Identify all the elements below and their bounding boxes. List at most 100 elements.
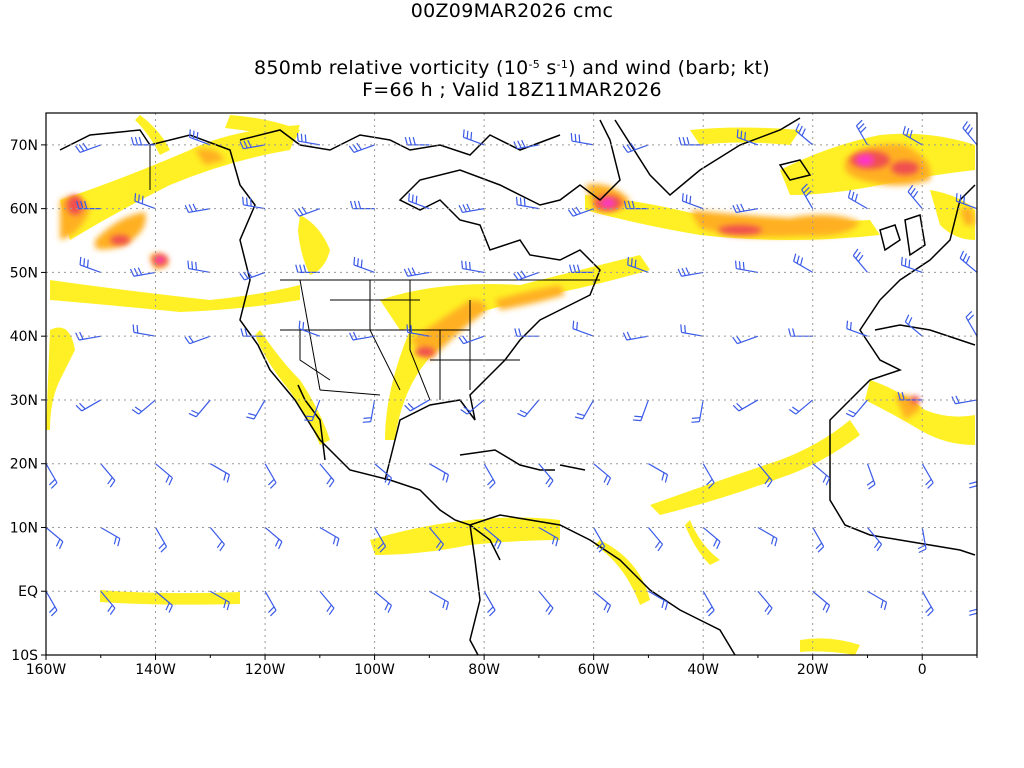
wind-barb [962, 121, 977, 146]
wind-barb [955, 193, 977, 210]
wind-barb [246, 399, 266, 420]
wind-barb [538, 590, 554, 615]
wind-barb [900, 256, 923, 273]
wind-barb [622, 142, 649, 153]
wind-barb [189, 129, 211, 146]
x-tick-label: 40W [687, 662, 719, 678]
wind-barb [75, 399, 102, 412]
wind-barb [483, 463, 496, 489]
wind-barb [294, 206, 321, 217]
coastlines [59, 117, 976, 655]
wind-barb [298, 320, 321, 337]
wind-barb [867, 654, 869, 655]
wind-barb [483, 527, 502, 550]
x-tick-label: 0 [918, 662, 927, 678]
wind-barbs [46, 119, 985, 680]
wind-barb [538, 463, 554, 488]
wind-barb [572, 320, 594, 337]
wind-barb [648, 590, 669, 611]
wind-barb [969, 463, 977, 489]
title-line-2: 850mb relative vorticity (10-5 s-1) and … [254, 57, 770, 79]
latitude-labels: 70N 60N 50N 40N 30N 20N 10N EQ 10S [10, 138, 38, 664]
wind-barb [677, 267, 704, 277]
vorticity-shading [46, 115, 975, 655]
wind-barb [348, 142, 375, 153]
wind-barb [403, 267, 430, 277]
wind-barb [678, 136, 704, 146]
wind-barb [429, 654, 431, 655]
longitude-labels: 160W 140W 120W 100W 80W 60W 40W 20W 0 [26, 662, 927, 678]
wind-barb [239, 270, 266, 281]
wind-barb [732, 335, 759, 345]
wind-barb [852, 248, 868, 273]
wind-barb [429, 590, 449, 611]
title-line-3: F=66 h ; Valid 18Z11MAR2026 [362, 79, 662, 101]
wind-barb [795, 123, 814, 146]
wind-barb [134, 193, 156, 210]
wind-barb [538, 654, 541, 655]
y-tick-label: 10N [10, 520, 38, 536]
x-tick-label: 120W [245, 662, 286, 678]
wind-barb [406, 324, 430, 337]
wind-barb [75, 142, 101, 153]
wind-barb [242, 196, 266, 210]
wind-barb [100, 590, 116, 615]
x-tick-label: 80W [468, 662, 500, 678]
wind-barb [429, 463, 449, 483]
wind-barb [855, 119, 868, 146]
wind-barb [100, 654, 102, 655]
wind-barb [977, 655, 985, 680]
y-tick-label: 10S [11, 648, 38, 664]
wind-barb [574, 399, 595, 420]
wind-barb [517, 399, 540, 418]
wind-barb [793, 253, 814, 273]
wind-barb [921, 463, 934, 489]
wind-barb [593, 527, 606, 553]
y-tick-label: 60N [10, 202, 38, 218]
wind-barb [812, 590, 831, 613]
wind-barb [319, 526, 340, 547]
wind-barb [462, 129, 485, 146]
wind-barb [757, 590, 773, 615]
wind-barb [902, 125, 923, 146]
wind-barb [46, 463, 58, 489]
wind-barb [921, 590, 934, 617]
wind-barb [647, 527, 664, 552]
wind-barb [904, 314, 923, 337]
plot-frame [45, 112, 978, 656]
wind-barb [648, 654, 650, 655]
wind-barb [264, 590, 277, 617]
wind-barb [100, 526, 121, 547]
wind-barb [188, 399, 211, 418]
graticule [46, 113, 977, 655]
wind-barb [46, 590, 58, 617]
wind-barb [732, 203, 759, 214]
wind-barb [428, 527, 444, 552]
wind-barb [362, 399, 376, 423]
wind-barb [264, 463, 277, 489]
wind-barb [319, 654, 322, 655]
wind-barb [734, 260, 759, 274]
wind-barb [131, 399, 156, 415]
wind-barb [568, 264, 594, 274]
wind-barb [867, 590, 888, 611]
wind-barb [209, 463, 230, 483]
wind-barb [632, 399, 649, 422]
wind-barb [702, 590, 715, 617]
wind-barb [348, 331, 375, 341]
axis-ticks [41, 144, 978, 660]
wind-barb [458, 335, 485, 345]
wind-barb [866, 463, 876, 490]
wind-barb [155, 463, 173, 486]
wind-barb [702, 527, 721, 550]
y-tick-label: 40N [10, 329, 38, 345]
x-tick-label: 60W [578, 662, 610, 678]
wind-barb [812, 463, 831, 486]
wind-barb [801, 183, 814, 209]
wind-barb [132, 324, 156, 337]
wind-barb [681, 193, 704, 210]
wind-barb [155, 527, 168, 553]
wind-barb [210, 654, 212, 655]
wind-barb [458, 203, 485, 214]
wind-barb [757, 463, 773, 488]
